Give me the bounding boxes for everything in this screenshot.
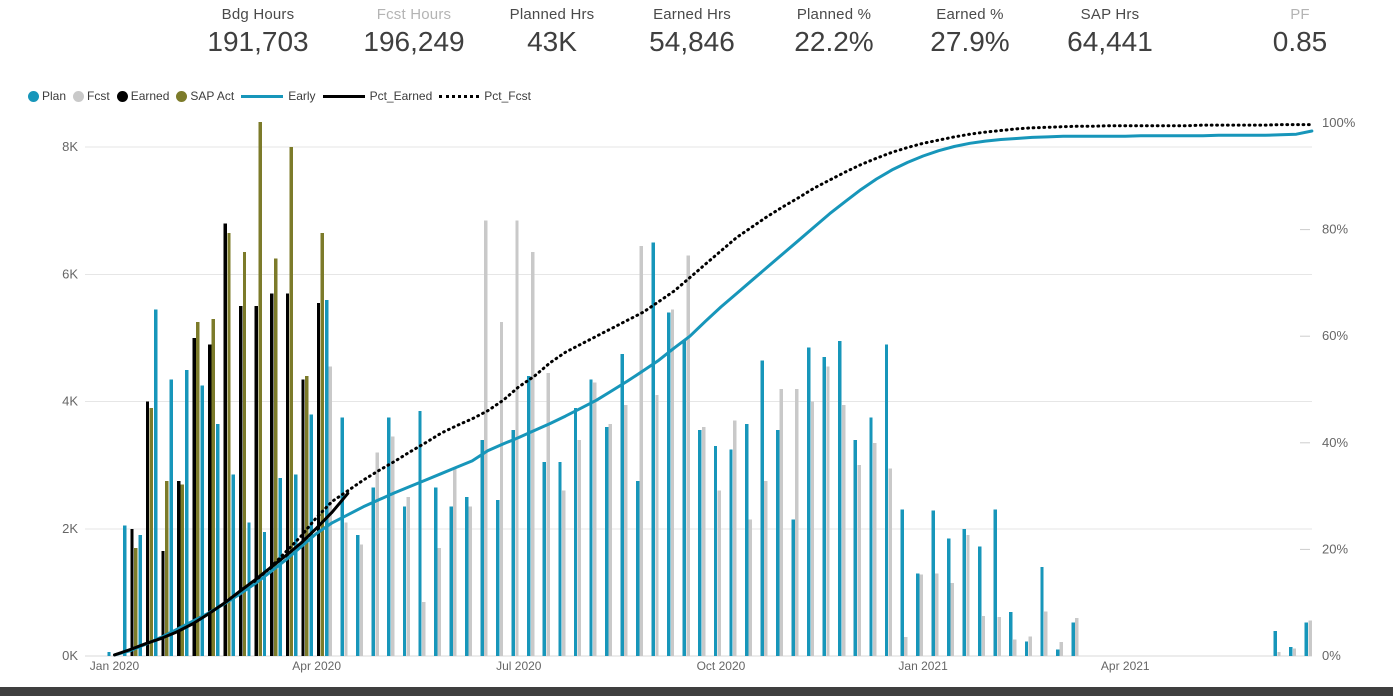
kpi-value: 196,249 [363,26,465,57]
legend-label: Pct_Fcst [484,89,531,103]
dotted-swatch-icon [439,94,480,98]
dot-swatch-icon [73,90,85,102]
svg-text:Apr 2020: Apr 2020 [292,659,341,673]
kpi-value: 191,703 [207,26,309,57]
legend-item-plan[interactable]: Plan [28,89,66,103]
chart-legend: Plan Fcst Earned SAP Act Early Pct_Earned Pct_… [28,89,538,103]
svg-text:0%: 0% [1322,648,1341,663]
svg-text:2K: 2K [62,521,78,536]
svg-text:60%: 60% [1322,328,1348,343]
svg-text:8K: 8K [62,139,78,154]
kpi-label: Planned % [796,6,872,23]
kpi-value: 43K [527,26,577,57]
kpi-fcst-hours: Fcst Hours 196,249 [324,6,504,58]
kpi-value: 27.9% [930,26,1010,57]
svg-text:100%: 100% [1322,115,1356,130]
line-swatch-icon [241,94,284,98]
legend-item-pct-fcst[interactable]: Pct_Fcst [439,89,531,103]
kpi-planned-pct: Planned % 22.2% [744,6,924,58]
svg-text:Jan 2020: Jan 2020 [90,659,140,673]
kpi-value: 54,846 [649,26,735,57]
kpi-earned-pct: Earned % 27.9% [880,6,1060,58]
svg-text:6K: 6K [62,266,78,281]
dot-swatch-icon [28,90,39,102]
kpi-label: Earned Hrs [653,6,731,23]
svg-text:Jul 2020: Jul 2020 [496,659,542,673]
kpi-earned-hrs: Earned Hrs 54,846 [602,6,782,58]
kpi-value: 64,441 [1067,26,1153,57]
kpi-label: Fcst Hours [376,6,452,23]
kpi-planned-hrs: Planned Hrs 43K [462,6,642,58]
svg-text:20%: 20% [1322,541,1348,556]
kpi-value: 0.85 [1272,26,1328,57]
kpi-label: Planned Hrs [509,6,595,23]
legend-item-sap-act[interactable]: SAP Act [176,89,234,103]
line-swatch-icon [322,94,365,98]
kpi-label: SAP Hrs [1080,6,1140,23]
kpi-label: Earned % [936,6,1004,23]
legend-label: Earned [130,89,170,103]
svg-text:0K: 0K [62,648,78,663]
bottom-bar [0,687,1393,696]
kpi-sap-hrs: SAP Hrs 64,441 [1020,6,1200,58]
svg-text:Apr 2021: Apr 2021 [1101,659,1150,673]
legend-label: SAP Act [190,89,235,103]
legend-item-pct-earned[interactable]: Pct_Earned [322,89,433,103]
dot-swatch-icon [116,90,128,102]
legend-item-early[interactable]: Early [241,89,316,103]
kpi-bdg-hours: Bdg Hours 191,703 [168,6,348,58]
svg-text:40%: 40% [1322,435,1348,450]
svg-text:Jan 2021: Jan 2021 [898,659,948,673]
legend-item-fcst[interactable]: Fcst [73,89,110,103]
svg-text:4K: 4K [62,394,78,409]
kpi-label: Bdg Hours [221,6,295,23]
legend-item-earned[interactable]: Earned [116,89,170,103]
legend-label: Early [288,89,316,103]
legend-label: Pct_Earned [369,89,433,103]
svg-text:Oct 2020: Oct 2020 [697,659,746,673]
dot-swatch-icon [176,90,188,102]
kpi-pf: PF 0.85 [1210,6,1390,58]
legend-label: Fcst [87,89,110,103]
legend-label: Plan [42,89,67,103]
kpi-value: 22.2% [794,26,874,57]
svg-text:80%: 80% [1322,222,1348,237]
kpi-label: PF [1290,6,1310,23]
